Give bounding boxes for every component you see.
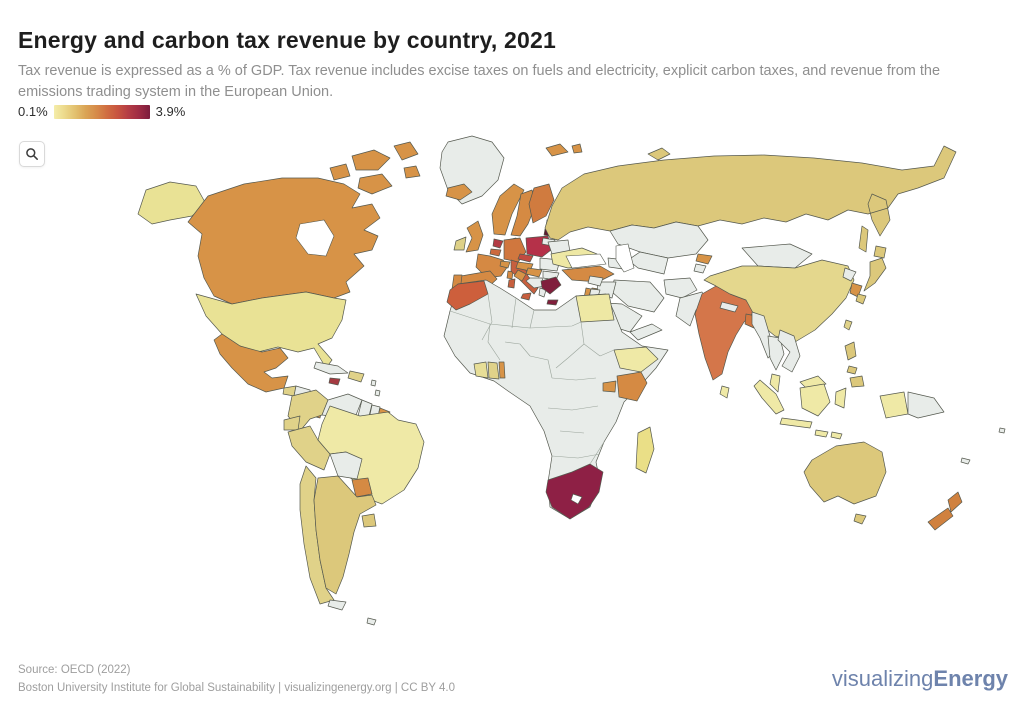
legend-min-label: 0.1% — [18, 104, 48, 119]
country-brazil — [317, 405, 425, 505]
country-netherlands — [492, 238, 504, 249]
legend-gradient-bar — [53, 104, 150, 119]
country-uk — [465, 220, 484, 253]
country-iceland — [445, 183, 473, 201]
country-cuba — [313, 361, 349, 375]
country-balkans — [525, 277, 546, 289]
country-egypt — [575, 293, 615, 323]
color-legend: 0.1% 3.9% — [18, 104, 185, 119]
water-bodies — [295, 219, 635, 273]
country-taiwan — [843, 319, 853, 331]
source-line: Source: OECD (2022) — [18, 664, 131, 676]
country-italy — [507, 259, 539, 301]
country-dominican-republic — [347, 370, 365, 383]
source-attribution: Source: OECD (2022) Boston University In… — [18, 662, 455, 698]
country-afghanistan — [663, 277, 698, 299]
country-mongolia — [741, 243, 813, 269]
country-greece — [540, 276, 562, 306]
country-tajikistan — [693, 263, 707, 274]
country-svalbard — [545, 143, 583, 157]
country-mexico — [213, 333, 289, 393]
country-morocco — [446, 280, 489, 311]
country-ivory-coast — [473, 361, 489, 379]
country-tierra-del-fuego — [327, 599, 347, 611]
country-india — [694, 285, 755, 381]
logo-bold: Energy — [933, 666, 1008, 691]
country-papua-new-guinea — [907, 391, 945, 419]
country-yemen-oman — [629, 323, 663, 341]
country-kyrgyzstan — [695, 253, 713, 265]
country-jamaica — [328, 377, 341, 386]
country-malaysia — [769, 373, 827, 393]
logo-regular: visualizing — [831, 666, 934, 691]
country-ethiopia — [613, 346, 659, 373]
country-russia — [544, 145, 957, 253]
black-sea — [565, 253, 607, 269]
world-choropleth-map — [0, 128, 1024, 658]
country-argentina — [313, 475, 377, 595]
country-canada — [187, 177, 381, 305]
country-fiji — [998, 427, 1006, 434]
country-hungary — [525, 267, 543, 278]
country-turkey — [561, 265, 615, 283]
country-uganda — [602, 380, 617, 393]
country-indonesia — [753, 379, 909, 440]
country-madagascar — [635, 426, 655, 474]
country-kenya — [616, 371, 648, 402]
caspian-sea — [615, 243, 635, 273]
country-finland — [528, 183, 555, 224]
country-south-africa — [545, 463, 604, 520]
country-ecuador — [283, 415, 301, 431]
country-czechia — [517, 253, 534, 263]
country-indochina — [777, 329, 801, 373]
visualizing-energy-logo: visualizingEnergy — [832, 666, 1008, 692]
country-norway — [491, 183, 525, 236]
country-australia — [803, 441, 887, 525]
hudson-bay — [295, 219, 335, 257]
page-title: Energy and carbon tax revenue by country… — [18, 27, 556, 54]
country-shapes[interactable] — [137, 135, 1006, 626]
country-belgium — [489, 248, 502, 257]
country-sri-lanka — [719, 385, 730, 399]
country-nepal — [719, 301, 739, 313]
country-new-caledonia — [960, 457, 971, 465]
country-paraguay — [351, 477, 373, 498]
country-thailand — [767, 335, 785, 371]
country-japan — [855, 245, 887, 305]
attribution-line: Boston University Institute for Global S… — [18, 681, 456, 694]
country-china — [703, 259, 855, 343]
country-peru — [287, 425, 331, 471]
country-uruguay — [361, 513, 377, 528]
country-new-zealand — [927, 491, 963, 531]
country-canada-arctic — [329, 141, 421, 195]
country-togo — [498, 361, 506, 379]
country-north-korea — [842, 267, 857, 282]
country-switzerland — [499, 260, 511, 269]
country-lesser-antilles — [370, 379, 381, 397]
country-syria — [587, 275, 604, 287]
country-philippines — [844, 341, 865, 388]
country-falklands — [366, 617, 377, 626]
country-croatia-slovenia — [513, 269, 527, 282]
country-ghana — [487, 361, 500, 380]
country-kazakhstan — [609, 221, 709, 259]
legend-max-label: 3.9% — [155, 104, 186, 119]
page-subtitle: Tax revenue is expressed as a % of GDP. … — [18, 62, 941, 100]
country-lesotho — [570, 493, 583, 505]
country-bolivia — [329, 451, 363, 480]
map-zoom-button[interactable] — [19, 141, 45, 167]
magnifier-icon — [26, 148, 38, 160]
country-ireland — [453, 236, 467, 251]
africa-internal-borders — [449, 293, 615, 465]
